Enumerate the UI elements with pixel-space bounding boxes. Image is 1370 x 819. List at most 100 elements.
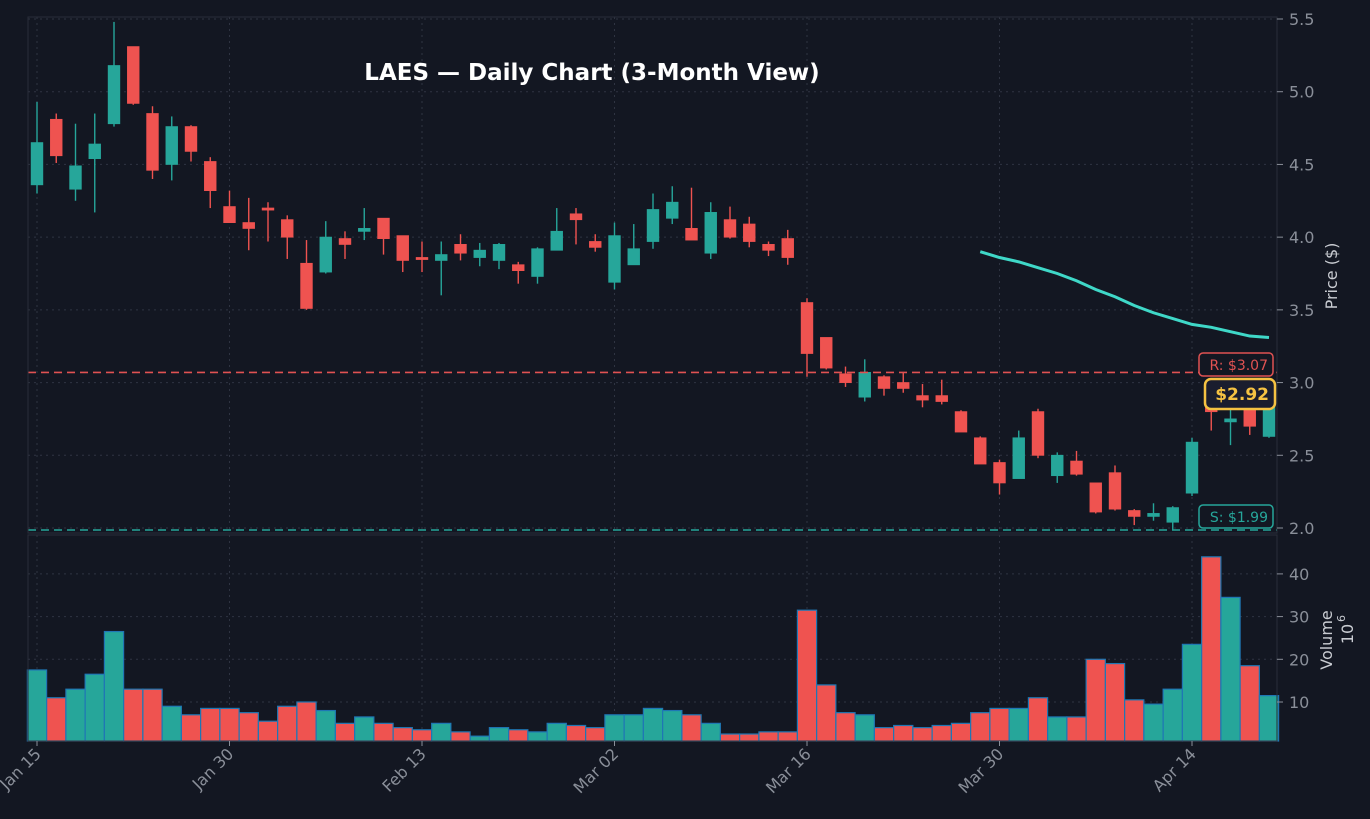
volume-bar [315, 709, 336, 742]
volume-unit: 10 6 [1335, 615, 1357, 644]
candle [69, 123, 82, 201]
candle-body [608, 235, 621, 283]
volume-unit-exponent: 6 [1335, 615, 1348, 622]
candle [358, 208, 371, 241]
candle [1012, 430, 1025, 479]
candle-body [146, 113, 159, 171]
volume-bar [219, 707, 240, 742]
candle [281, 215, 294, 259]
volume-bar [103, 630, 125, 742]
candle [300, 240, 313, 310]
candle-body [1224, 418, 1237, 423]
candle [512, 261, 525, 284]
price-tick-label: 3.5 [1289, 301, 1314, 320]
panel-frames [27, 16, 1278, 742]
candle [1108, 465, 1122, 511]
volume-tick-label: 20 [1289, 650, 1309, 669]
volume-bar [161, 705, 182, 742]
current-price-label: $2.92 [1215, 385, 1269, 405]
candle-body [281, 219, 294, 238]
volume-bar [931, 724, 952, 742]
level-labels: R: $3.07 S: $1.99 [1198, 352, 1274, 529]
candle-body [723, 219, 737, 238]
volume-bar [354, 716, 375, 742]
candle-body [954, 411, 968, 433]
candle-body [820, 337, 833, 369]
candle [800, 298, 814, 377]
candle [1185, 437, 1199, 497]
candle-body [300, 262, 313, 309]
volume-bar [835, 712, 856, 742]
volume-bar [1027, 697, 1049, 742]
candle [146, 106, 159, 179]
candle-body [127, 46, 140, 104]
volume-tick-label: 40 [1289, 565, 1309, 584]
support-label: S: $1.99 [1210, 510, 1268, 526]
volume-bar [1047, 716, 1068, 742]
candle [569, 208, 583, 245]
candle [993, 459, 1006, 495]
candle-body [319, 236, 332, 273]
candle-body [88, 143, 101, 160]
volume-bar [392, 727, 413, 742]
candle [242, 197, 255, 251]
candle [685, 187, 698, 241]
volume-tick-label: 30 [1289, 608, 1309, 627]
volume-bar [488, 727, 510, 742]
candle [50, 113, 63, 163]
volume-bar [642, 707, 664, 742]
candle [127, 46, 140, 105]
candle [550, 208, 563, 251]
price-panel-frame [27, 16, 1278, 534]
candle-body [204, 161, 217, 192]
candle [492, 242, 506, 270]
candle [839, 366, 852, 387]
candle-body [50, 118, 63, 157]
candle [1089, 482, 1102, 514]
volume-bar [431, 722, 452, 742]
candle [30, 101, 44, 194]
candle [646, 193, 660, 249]
resistance-label: R: $3.07 [1209, 358, 1268, 374]
volume-bar [585, 727, 606, 742]
candle [820, 337, 833, 370]
current-price-box [1203, 377, 1277, 411]
candle [723, 206, 737, 239]
candle-body [184, 126, 198, 152]
candle [338, 231, 352, 259]
candle-body [800, 302, 814, 354]
candle-body [1070, 460, 1083, 475]
candle [319, 221, 332, 274]
volume-unit-base: 10 [1338, 624, 1357, 644]
volume-bar [65, 688, 86, 742]
candle [107, 21, 121, 127]
candle [916, 384, 929, 408]
candle-body [30, 142, 44, 186]
volume-axis-label: Volume [1317, 610, 1336, 670]
candle-body [1089, 482, 1102, 513]
candle [1051, 452, 1064, 483]
candle-body [473, 249, 486, 258]
candle-body [1108, 472, 1122, 510]
candle-body [1147, 513, 1160, 517]
volume-bar [739, 733, 760, 742]
candle-body [627, 248, 640, 266]
candle [415, 241, 429, 273]
volume-bar [1085, 658, 1106, 742]
volume-bar [200, 707, 221, 742]
candle-body [762, 244, 775, 251]
volume-bar [700, 722, 721, 742]
candle [396, 235, 409, 273]
chart-title: LAES — Daily Chart (3-Month View) [364, 60, 819, 86]
volume-bar [411, 729, 433, 742]
candle [1031, 408, 1045, 459]
candle [454, 234, 467, 261]
candle [954, 410, 968, 433]
volume-bar [546, 722, 567, 742]
volume-bar [1201, 556, 1222, 742]
volume-bar [662, 709, 683, 742]
volume-bar [970, 712, 991, 742]
candle-body [858, 371, 871, 398]
